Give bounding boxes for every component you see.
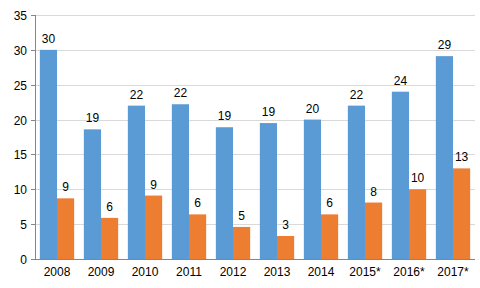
x-tick-label: 2010 [132, 265, 159, 279]
bar [101, 218, 118, 259]
tick-mark [31, 50, 35, 51]
x-tick-label: 2009 [88, 265, 115, 279]
bar [348, 106, 365, 259]
bar [392, 92, 409, 259]
x-tick-label: 2012 [220, 265, 247, 279]
bar [409, 189, 426, 259]
tick-mark [31, 15, 35, 16]
bar [189, 214, 206, 259]
data-label: 22 [350, 88, 364, 102]
grid-line [35, 15, 475, 16]
data-label: 6 [194, 196, 201, 210]
y-tick-label: 25 [14, 79, 28, 93]
bar [277, 236, 294, 259]
bar [84, 129, 101, 259]
data-label: 6 [106, 200, 113, 214]
data-label: 3 [282, 218, 289, 232]
tick-mark [31, 85, 35, 86]
bar [260, 123, 277, 259]
data-label: 5 [238, 209, 245, 223]
bars [40, 50, 470, 259]
bar [233, 227, 250, 259]
tick-mark [31, 154, 35, 155]
tick-mark [31, 259, 35, 260]
bar [365, 203, 382, 259]
bar [321, 214, 338, 259]
data-label: 19 [86, 111, 100, 125]
y-tick-label: 15 [14, 148, 28, 162]
bar [145, 196, 162, 259]
data-label: 30 [42, 32, 56, 46]
x-axis [35, 259, 475, 260]
bar [453, 168, 470, 259]
y-tick-label: 10 [14, 183, 28, 197]
bar [40, 50, 57, 259]
y-axis [35, 15, 36, 259]
y-tick-label: 30 [14, 44, 28, 58]
data-label: 10 [411, 171, 425, 185]
data-label: 19 [218, 109, 232, 123]
y-tick-label: 0 [20, 253, 27, 267]
data-label: 22 [130, 88, 144, 102]
x-tick-label: 2017* [437, 265, 469, 279]
grid-line [35, 85, 475, 86]
y-tick-label: 20 [14, 114, 28, 128]
x-tick-label: 2011 [176, 265, 202, 279]
data-label: 6 [326, 196, 333, 210]
chart: 0510152025303530192222191920222429969653… [0, 0, 480, 288]
bar [128, 106, 145, 259]
grid-line [35, 259, 475, 260]
bar [304, 120, 321, 259]
tick-mark [31, 189, 35, 190]
y-tick-label: 5 [20, 218, 27, 232]
grid-line [35, 50, 475, 51]
y-tick-label: 35 [14, 9, 28, 23]
x-tick-label: 2014 [308, 265, 335, 279]
data-label: 13 [455, 150, 469, 164]
bar [57, 198, 74, 259]
data-labels: 30 19 22 22 19 19 20 22 24 29 9 6 9 6 5 3 6 8 10 13 [42, 32, 469, 232]
data-label: 9 [150, 178, 157, 192]
x-tick-label: 2013 [264, 265, 291, 279]
bar [172, 104, 189, 259]
data-label: 19 [262, 105, 276, 119]
data-label: 8 [370, 185, 377, 199]
bar [216, 127, 233, 259]
x-tick-label: 2016* [393, 265, 425, 279]
data-label: 9 [62, 180, 69, 194]
bar [436, 56, 453, 259]
data-label: 24 [394, 74, 408, 88]
x-tick-label: 2008 [44, 265, 71, 279]
tick-mark [31, 120, 35, 121]
data-label: 22 [174, 86, 188, 100]
x-tick-label: 2015* [349, 265, 381, 279]
data-label: 29 [438, 38, 452, 52]
data-label: 20 [306, 102, 320, 116]
tick-mark [31, 224, 35, 225]
